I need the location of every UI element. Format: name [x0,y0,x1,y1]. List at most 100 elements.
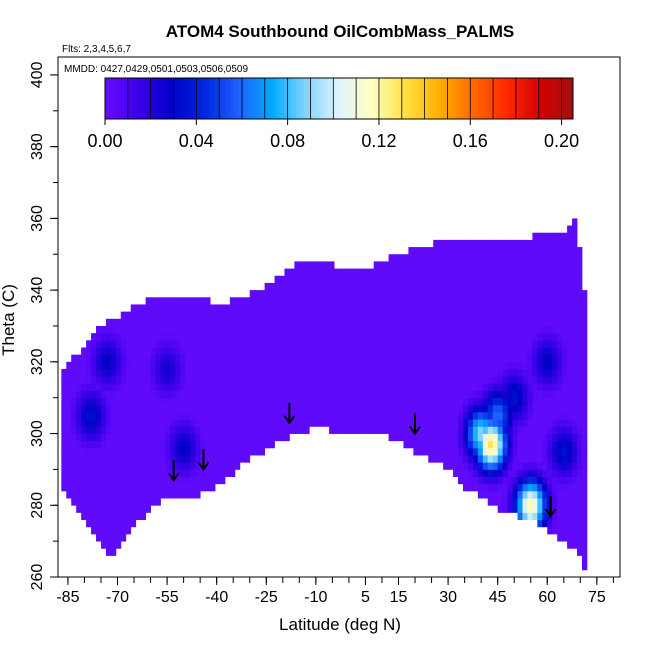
heatmap-cell [567,247,573,255]
heatmap-cell [448,254,454,262]
heatmap-cell [577,340,583,348]
heatmap-cell [86,476,92,485]
heatmap-cell [562,340,568,348]
heatmap-cell [329,383,335,391]
heatmap-cell [562,512,568,521]
heatmap-cell [195,376,201,384]
heatmap-cell [61,369,67,377]
heatmap-cell [562,476,568,485]
heatmap-cell [175,412,181,420]
heatmap-cell [329,426,335,434]
colorbar-swatch [116,78,122,119]
heatmap-cell [537,447,543,456]
heatmap-cell [254,325,261,334]
heatmap-cell [180,447,186,456]
heatmap-cell [324,354,330,363]
heatmap-cell [572,261,578,269]
heatmap-cell [443,261,449,269]
heatmap-cell [170,455,176,463]
heatmap-cell [398,318,404,327]
heatmap-cell [443,340,449,348]
heatmap-cell [527,397,533,406]
heatmap-cell [443,404,449,413]
heatmap-cell [462,261,469,269]
heatmap-cell [557,290,563,298]
heatmap-cell [120,512,127,521]
heatmap-cell [557,232,563,241]
heatmap-cell [76,440,82,449]
heatmap-cell [433,247,439,255]
heatmap-cell [552,232,558,241]
heatmap-cell [339,404,345,413]
heatmap-cell [453,354,459,363]
heatmap-cell [334,325,340,334]
colorbar-swatch [210,78,215,119]
colorbar-swatch [397,78,402,119]
heatmap-cell [229,404,236,413]
heatmap-cell [542,290,548,298]
heatmap-cell [100,498,107,506]
heatmap-cell [200,383,206,391]
heatmap-cell [244,455,251,463]
heatmap-cell [453,426,459,434]
heatmap-cell [408,268,414,277]
heatmap-cell [418,376,424,384]
heatmap-cell [339,282,345,291]
heatmap-cell [517,311,523,320]
heatmap-cell [215,376,221,384]
heatmap-cell [423,376,429,384]
heatmap-cell [145,440,151,449]
heatmap-cell [522,247,528,255]
heatmap-cell [462,361,469,370]
heatmap-cell [81,483,87,492]
heatmap-cell [458,239,464,248]
heatmap-cell [517,397,523,406]
heatmap-cell [358,354,365,363]
heatmap-cell [492,254,499,262]
heatmap-cell [472,254,479,262]
heatmap-cell [309,419,315,427]
heatmap-cell [428,325,434,334]
heatmap-cell [66,447,72,456]
heatmap-cell [130,505,137,513]
heatmap-cell [577,519,583,528]
heatmap-cell [487,433,494,442]
heatmap-cell [185,325,191,334]
colorbar-swatch [374,78,379,119]
heatmap-cell [130,483,137,492]
heatmap-cell [239,447,246,456]
heatmap-cell [572,333,578,341]
heatmap-cell [388,419,394,427]
heatmap-cell [165,426,171,434]
heatmap-cell [512,282,518,291]
heatmap-cell [567,369,573,377]
heatmap-cell [581,476,588,485]
colorbar-swatch [530,78,535,119]
heatmap-cell [160,383,166,391]
heatmap-cell [81,419,87,427]
heatmap-cell [393,333,399,341]
colorbar-swatch [112,78,118,119]
heatmap-cell [339,397,345,406]
heatmap-cell [284,369,290,377]
heatmap-cell [96,390,102,399]
heatmap-cell [91,354,97,363]
heatmap-cell [334,390,340,399]
heatmap-cell [145,361,151,370]
heatmap-cell [155,390,161,399]
heatmap-cell [467,361,474,370]
heatmap-cell [150,426,156,434]
heatmap-cell [388,354,394,363]
heatmap-cell [393,361,399,370]
heatmap-cell [86,505,92,513]
heatmap-cell [567,462,573,470]
heatmap-cell [512,412,518,420]
heatmap-cell [398,369,404,377]
heatmap-cell [433,390,439,399]
heatmap-cell [477,282,484,291]
heatmap-cell [130,512,137,521]
heatmap-cell [413,354,419,363]
heatmap-cell [195,361,201,370]
heatmap-cell [532,318,538,327]
heatmap-cell [532,455,538,463]
